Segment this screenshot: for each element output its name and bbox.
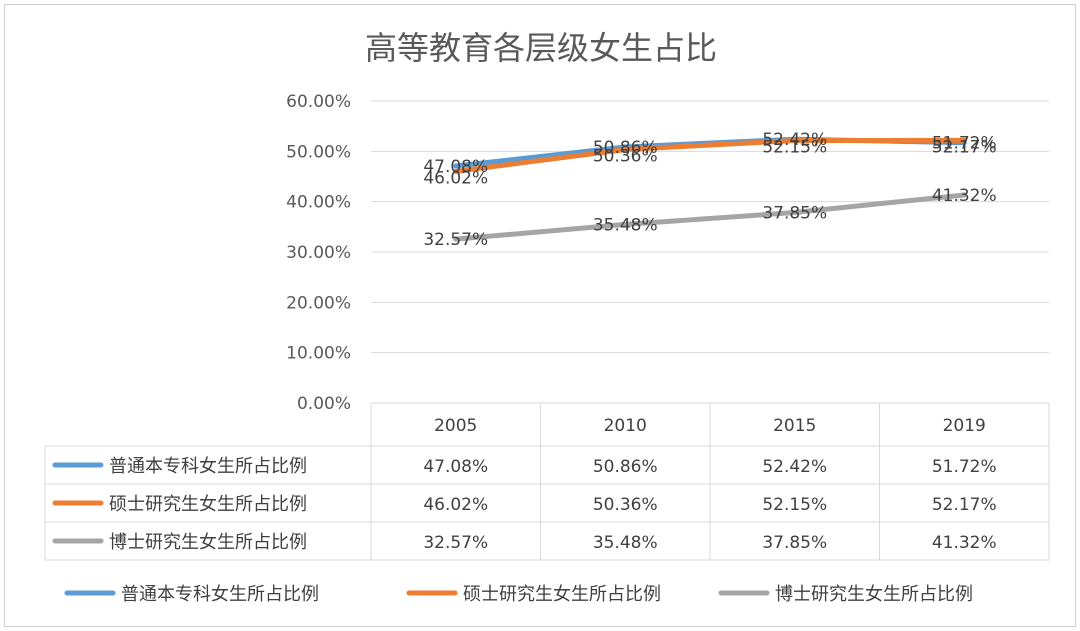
gridlines <box>371 100 1049 354</box>
data-label: 35.48% <box>593 215 658 235</box>
table-cell-value: 51.72% <box>932 457 997 477</box>
data-labels: 47.08% 50.86% 52.42% 51.72% 46.02% 50.36% 52.1… <box>423 130 996 250</box>
series-line-3 <box>453 192 967 242</box>
table-cell-value: 47.08% <box>423 457 488 477</box>
data-label: 50.36% <box>593 147 658 167</box>
data-label: 41.32% <box>932 186 997 206</box>
table-row-label: 硕士研究生女生所占比例 <box>109 494 307 515</box>
y-tick-label: 30.00% <box>286 243 351 263</box>
table-cell-value: 50.86% <box>593 457 658 477</box>
table-cell-value: 52.15% <box>762 495 827 515</box>
category-label: 2010 <box>604 416 647 436</box>
y-tick-label: 40.00% <box>286 193 351 213</box>
y-tick-label: 50.00% <box>286 142 351 162</box>
data-label: 52.15% <box>762 138 827 158</box>
table-cell-value: 37.85% <box>762 533 827 553</box>
y-tick-label: 20.00% <box>286 293 351 313</box>
table-cell-value: 35.48% <box>593 533 658 553</box>
data-label: 46.02% <box>423 168 488 188</box>
category-label: 2015 <box>773 416 816 436</box>
series-line-2 <box>453 137 967 174</box>
category-label: 2005 <box>434 416 477 436</box>
series-lines <box>453 136 967 242</box>
table-cell-value: 52.17% <box>932 495 997 515</box>
data-label: 51.72% <box>932 134 997 154</box>
data-label: 32.57% <box>423 230 488 250</box>
category-label: 2019 <box>943 416 986 436</box>
data-label: 52.17% <box>932 137 997 157</box>
table-cell-value: 32.57% <box>423 533 488 553</box>
y-tick-label: 10.00% <box>286 344 351 364</box>
y-axis-tick-labels: 0.00% 10.00% 20.00% 30.00% 40.00% 50.00% 60.00… <box>286 92 351 414</box>
data-label: 50.86% <box>593 138 658 158</box>
table-cell-value: 46.02% <box>423 495 488 515</box>
y-tick-label: 0.00% <box>297 394 351 414</box>
table-row-label: 普通本专科女生所占比例 <box>109 456 307 477</box>
data-label: 37.85% <box>762 203 827 223</box>
legend-entry-label: 博士研究生女生所占比例 <box>775 584 973 605</box>
table-cell-value: 52.42% <box>762 457 827 477</box>
legend-entry-label: 硕士研究生女生所占比例 <box>463 584 661 605</box>
chart-frame: 高等教育各层级女生占比 0.00% 10.00% 20.00% 30.00% 40.00… <box>4 4 1076 627</box>
y-tick-label: 60.00% <box>286 92 351 112</box>
table-cell-value: 41.32% <box>932 533 997 553</box>
table-cell-value: 50.36% <box>593 495 658 515</box>
chart-canvas: 高等教育各层级女生占比 0.00% 10.00% 20.00% 30.00% 40.00… <box>44 29 1050 605</box>
legend-entry-label: 普通本专科女生所占比例 <box>121 584 319 605</box>
data-label: 47.08% <box>423 157 488 177</box>
chart-title: 高等教育各层级女生占比 <box>365 29 717 67</box>
table-row-label: 博士研究生女生所占比例 <box>109 532 307 553</box>
legend: 普通本专科女生所占比例 硕士研究生女生所占比例 博士研究生女生所占比例 <box>64 584 973 605</box>
data-table: 2005 2010 2015 2019 普通本专科女生所占比例 47.08% 50.86% 5… <box>44 402 1050 561</box>
data-label: 52.42% <box>762 130 827 150</box>
